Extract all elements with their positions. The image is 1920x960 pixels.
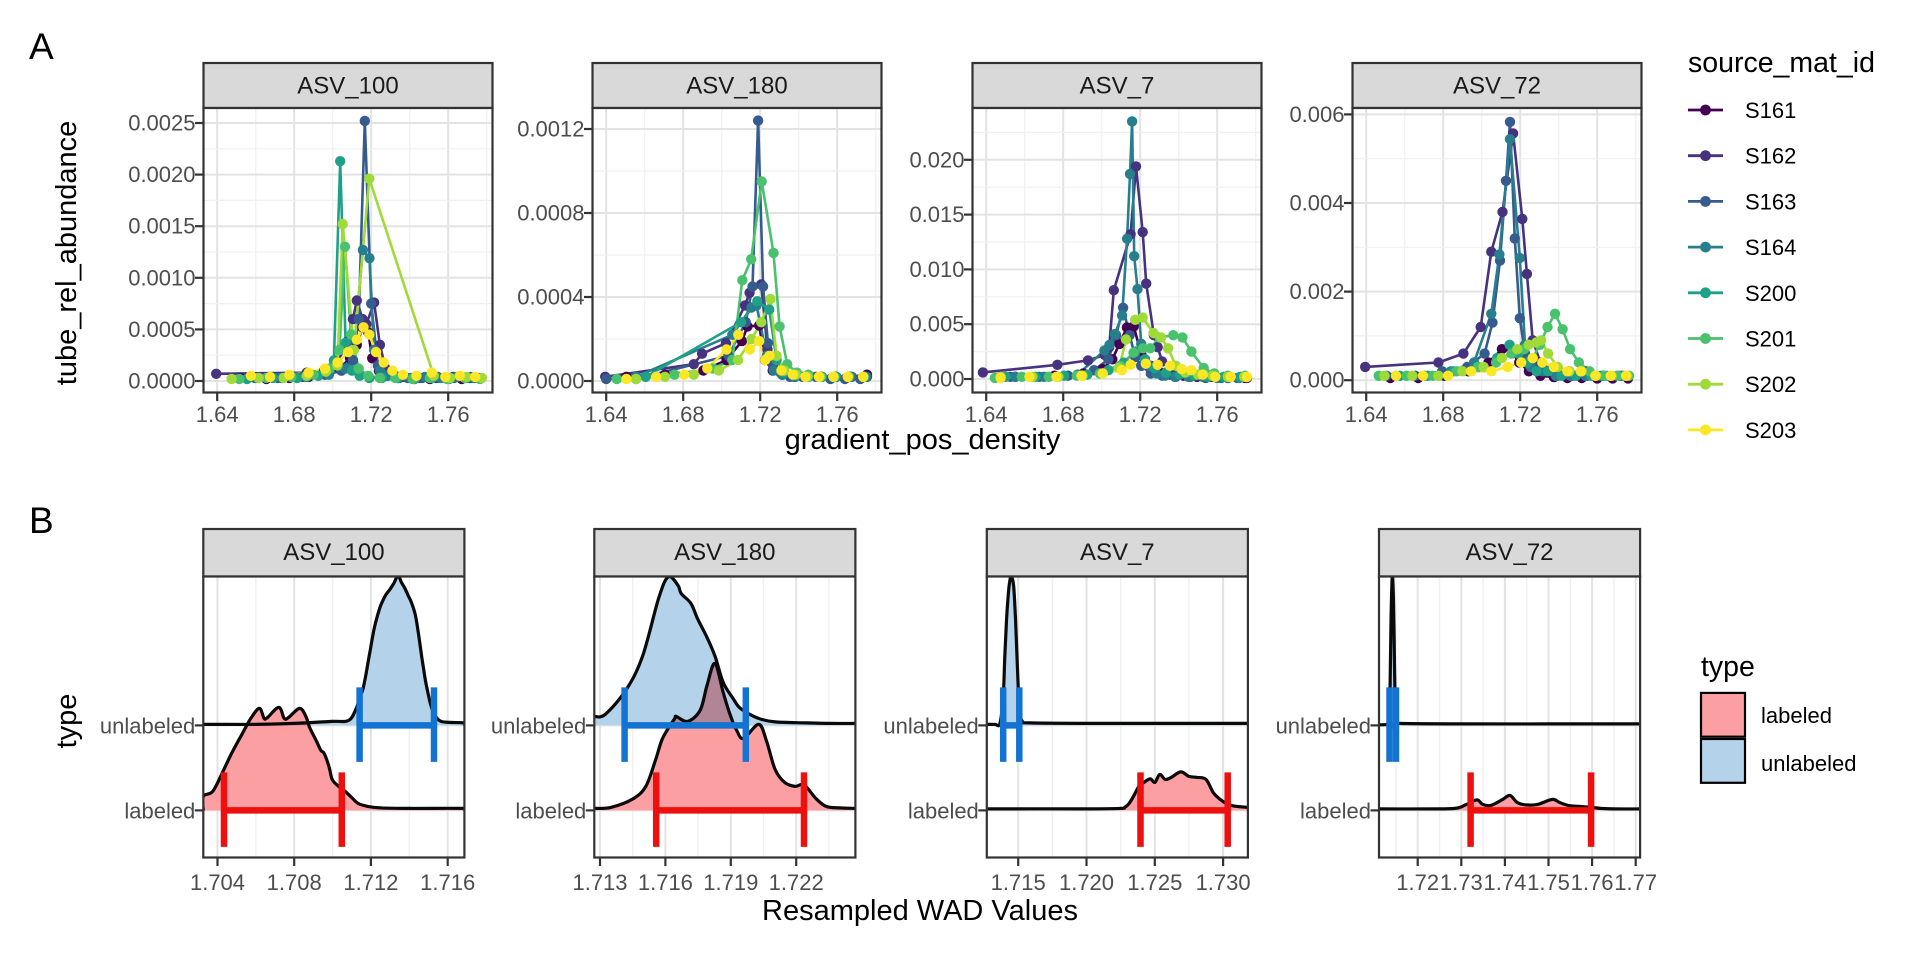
- svg-text:0.000: 0.000: [1289, 368, 1344, 393]
- svg-text:0.0010: 0.0010: [128, 265, 195, 290]
- svg-text:S203: S203: [1745, 418, 1796, 443]
- svg-text:unlabeled: unlabeled: [491, 713, 586, 738]
- svg-text:1.704: 1.704: [190, 870, 245, 895]
- svg-text:1.713: 1.713: [572, 870, 627, 895]
- svg-text:type: type: [51, 694, 83, 749]
- svg-text:1.72: 1.72: [739, 402, 782, 427]
- svg-text:0.0005: 0.0005: [128, 317, 195, 342]
- svg-text:ASV_180: ASV_180: [686, 73, 787, 100]
- svg-text:0.0008: 0.0008: [517, 201, 584, 226]
- svg-text:unlabeled: unlabeled: [1276, 713, 1371, 738]
- svg-text:1.64: 1.64: [965, 402, 1008, 427]
- svg-text:ASV_7: ASV_7: [1080, 539, 1155, 566]
- svg-text:S201: S201: [1745, 327, 1796, 352]
- svg-text:0.000: 0.000: [909, 367, 964, 392]
- svg-text:1.75: 1.75: [1527, 870, 1570, 895]
- svg-text:1.76: 1.76: [427, 402, 470, 427]
- svg-text:1.72: 1.72: [1119, 402, 1162, 427]
- svg-text:gradient_pos_density: gradient_pos_density: [785, 424, 1061, 456]
- svg-text:1.719: 1.719: [703, 870, 758, 895]
- svg-text:ASV_100: ASV_100: [297, 73, 398, 100]
- svg-text:1.720: 1.720: [1059, 870, 1114, 895]
- svg-text:0.020: 0.020: [909, 147, 964, 172]
- svg-text:1.74: 1.74: [1483, 870, 1526, 895]
- svg-text:S162: S162: [1745, 144, 1796, 169]
- svg-text:0.005: 0.005: [909, 312, 964, 337]
- svg-text:1.68: 1.68: [662, 402, 705, 427]
- svg-text:1.72: 1.72: [350, 402, 393, 427]
- svg-text:A: A: [29, 26, 54, 67]
- svg-text:1.716: 1.716: [420, 870, 475, 895]
- svg-text:1.64: 1.64: [585, 402, 628, 427]
- svg-text:0.004: 0.004: [1289, 191, 1344, 216]
- svg-text:1.725: 1.725: [1127, 870, 1182, 895]
- svg-text:1.722: 1.722: [769, 870, 824, 895]
- svg-text:0.0000: 0.0000: [517, 369, 584, 394]
- svg-text:1.730: 1.730: [1196, 870, 1251, 895]
- svg-text:0.0020: 0.0020: [128, 162, 195, 187]
- svg-text:ASV_72: ASV_72: [1453, 73, 1541, 100]
- svg-text:1.715: 1.715: [991, 870, 1046, 895]
- svg-text:1.72: 1.72: [1499, 402, 1542, 427]
- svg-text:Resampled WAD Values: Resampled WAD Values: [762, 895, 1078, 927]
- svg-text:S161: S161: [1745, 98, 1796, 123]
- svg-text:0.002: 0.002: [1289, 279, 1344, 304]
- svg-text:ASV_72: ASV_72: [1465, 539, 1553, 566]
- svg-text:0.015: 0.015: [909, 202, 964, 227]
- svg-text:unlabeled: unlabeled: [1761, 751, 1856, 776]
- svg-text:1.712: 1.712: [343, 870, 398, 895]
- svg-text:0.0004: 0.0004: [517, 285, 584, 310]
- svg-text:1.64: 1.64: [196, 402, 239, 427]
- svg-text:labeled: labeled: [124, 798, 195, 823]
- svg-text:0.006: 0.006: [1289, 102, 1344, 127]
- svg-text:S164: S164: [1745, 235, 1796, 260]
- svg-text:1.76: 1.76: [1571, 870, 1614, 895]
- svg-text:tube_rel_abundance: tube_rel_abundance: [51, 121, 83, 385]
- svg-text:0.0025: 0.0025: [128, 111, 195, 136]
- svg-text:1.716: 1.716: [638, 870, 693, 895]
- svg-text:1.76: 1.76: [1196, 402, 1239, 427]
- svg-text:1.76: 1.76: [1576, 402, 1619, 427]
- svg-text:1.68: 1.68: [1042, 402, 1085, 427]
- svg-text:labeled: labeled: [515, 798, 586, 823]
- svg-text:type: type: [1701, 651, 1755, 683]
- svg-text:S200: S200: [1745, 281, 1796, 306]
- svg-text:1.73: 1.73: [1440, 870, 1483, 895]
- svg-text:ASV_180: ASV_180: [674, 539, 775, 566]
- svg-text:1.77: 1.77: [1614, 870, 1657, 895]
- svg-text:1.72: 1.72: [1396, 870, 1439, 895]
- svg-text:unlabeled: unlabeled: [883, 713, 978, 738]
- svg-text:1.68: 1.68: [1422, 402, 1465, 427]
- svg-text:1.76: 1.76: [816, 402, 859, 427]
- svg-text:labeled: labeled: [1761, 703, 1832, 728]
- svg-text:S202: S202: [1745, 372, 1796, 397]
- svg-text:1.64: 1.64: [1345, 402, 1388, 427]
- svg-text:B: B: [29, 500, 54, 541]
- svg-text:0.010: 0.010: [909, 257, 964, 282]
- svg-text:ASV_100: ASV_100: [283, 539, 384, 566]
- svg-text:S163: S163: [1745, 189, 1796, 214]
- svg-text:1.708: 1.708: [267, 870, 322, 895]
- svg-text:1.68: 1.68: [273, 402, 316, 427]
- svg-text:0.0015: 0.0015: [128, 214, 195, 239]
- svg-text:0.0000: 0.0000: [128, 369, 195, 394]
- svg-text:labeled: labeled: [908, 798, 979, 823]
- svg-text:ASV_7: ASV_7: [1080, 73, 1155, 100]
- svg-text:unlabeled: unlabeled: [100, 713, 195, 738]
- svg-text:labeled: labeled: [1300, 798, 1371, 823]
- svg-text:0.0012: 0.0012: [517, 117, 584, 142]
- svg-text:source_mat_id: source_mat_id: [1688, 47, 1875, 79]
